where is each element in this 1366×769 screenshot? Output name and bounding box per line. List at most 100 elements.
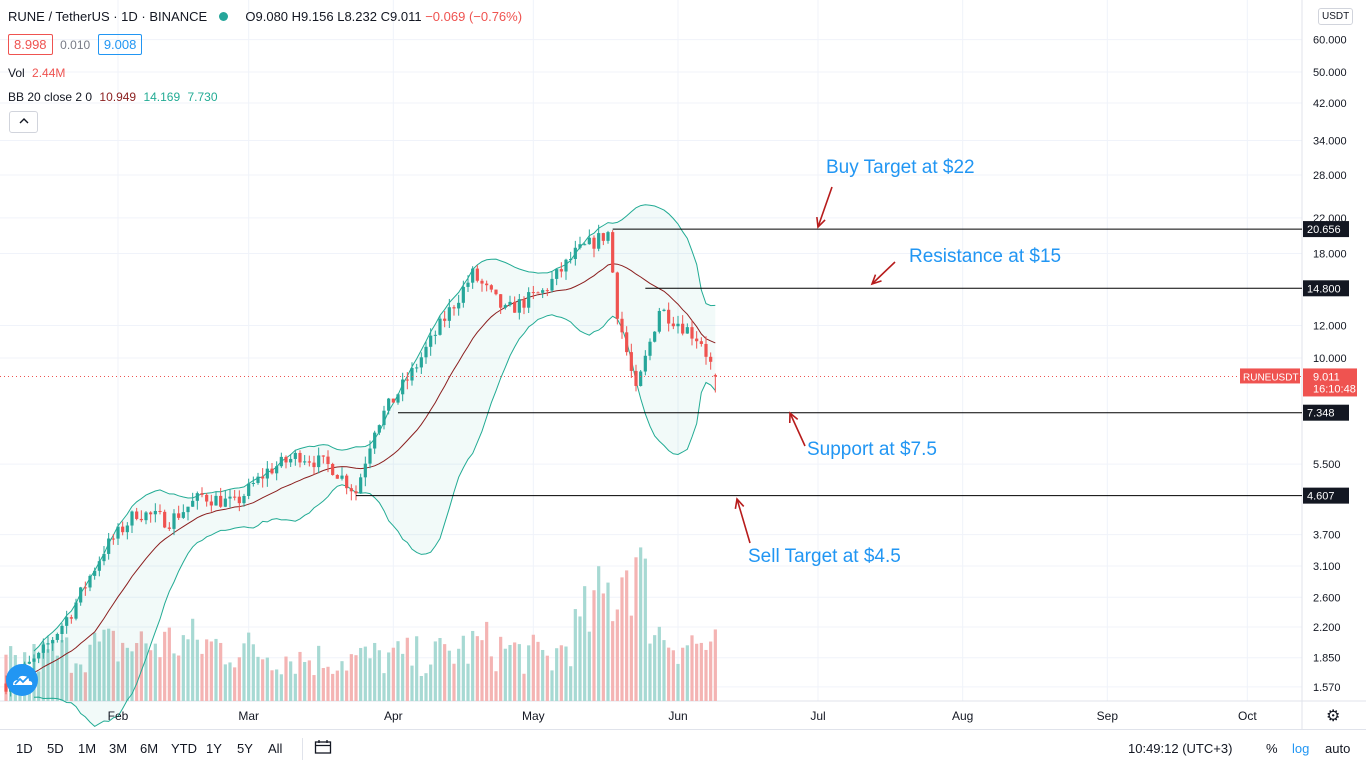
candle-body xyxy=(587,237,591,245)
symbol-title[interactable]: RUNE / TetherUS · 1D · BINANCE xyxy=(8,9,208,24)
annotation-arrowhead xyxy=(816,216,826,229)
range-button-all[interactable]: All xyxy=(268,741,283,756)
volume-bar xyxy=(135,643,139,701)
candle-body xyxy=(279,456,283,467)
candle-body xyxy=(331,463,335,475)
time-tick-label: Jun xyxy=(668,709,687,723)
volume-bar xyxy=(368,658,372,701)
currency-badge[interactable]: USDT xyxy=(1318,8,1354,25)
volume-bar xyxy=(513,642,517,701)
volume-bar xyxy=(270,670,274,701)
candle-body xyxy=(503,305,507,308)
tradingview-logo[interactable] xyxy=(6,664,38,696)
collapse-legend-button[interactable] xyxy=(9,111,38,133)
candle-body xyxy=(611,232,615,273)
range-button-5y[interactable]: 5Y xyxy=(237,741,253,756)
volume-bar xyxy=(363,646,367,701)
volume-bar xyxy=(396,641,400,701)
candle-body xyxy=(569,259,573,261)
time-tick-label: Apr xyxy=(384,709,403,723)
price-tick-label: 5.500 xyxy=(1313,459,1341,471)
candle-body xyxy=(527,292,531,308)
candle-body xyxy=(60,625,64,634)
spread-value: 0.010 xyxy=(60,38,91,52)
volume-bar xyxy=(475,636,479,701)
range-button-1m[interactable]: 1M xyxy=(78,741,97,756)
bb-label: BB 20 close 2 0 xyxy=(8,90,93,104)
clock-time[interactable]: 10:49:12 (UTC+3) xyxy=(1128,741,1233,756)
candle-body xyxy=(452,307,456,309)
volume-bar xyxy=(69,672,73,701)
candle-body xyxy=(312,462,316,468)
volume-bar xyxy=(592,590,596,701)
buy-button[interactable]: 9.008 xyxy=(97,34,143,55)
auto-scale-toggle[interactable]: auto xyxy=(1325,741,1351,756)
sell-button[interactable]: 8.998 xyxy=(8,34,53,55)
volume-bar xyxy=(508,644,512,701)
candle-body xyxy=(424,346,428,358)
candle-body xyxy=(676,323,680,327)
volume-bar xyxy=(321,668,325,701)
candle-body xyxy=(303,461,307,463)
candle-body xyxy=(261,476,265,479)
volume-bar xyxy=(251,644,255,701)
candle-body xyxy=(321,455,325,457)
price-chart[interactable]: 20.656 14.800 7.348 4.607 Buy Target at $22… xyxy=(0,0,1366,729)
level-price-label: 7.348 xyxy=(1307,408,1335,420)
price-tick-label: 42.000 xyxy=(1313,98,1347,110)
range-button-ytd[interactable]: YTD xyxy=(171,741,197,756)
chart-settings-icon[interactable]: ⚙ xyxy=(1326,708,1341,725)
volume-bar xyxy=(275,669,279,701)
annotation-arrow xyxy=(871,261,896,285)
candle-body xyxy=(508,301,512,306)
candle-body xyxy=(653,331,657,342)
candle-body xyxy=(270,468,274,474)
volume-bar xyxy=(279,674,283,701)
candle-body xyxy=(135,511,139,519)
volume-bar xyxy=(111,630,115,701)
volume-bar xyxy=(195,639,199,701)
candle-body xyxy=(368,448,372,464)
symbol-badge-label: RUNEUSDT xyxy=(1243,372,1299,383)
calendar-range-icon[interactable] xyxy=(314,739,332,758)
range-button-5d[interactable]: 5D xyxy=(47,741,64,756)
volume-bar xyxy=(74,663,78,701)
candle-body xyxy=(601,233,605,241)
candle-body xyxy=(494,289,498,295)
volume-bar xyxy=(681,647,685,701)
percent-scale-toggle[interactable]: % xyxy=(1266,741,1278,756)
candle-body xyxy=(685,327,689,334)
volume-bar xyxy=(429,664,433,701)
volume-bar xyxy=(303,661,307,701)
candle-body xyxy=(153,510,157,515)
log-scale-toggle[interactable]: log xyxy=(1292,741,1310,756)
candle-body xyxy=(32,658,36,662)
range-button-6m[interactable]: 6M xyxy=(140,741,159,756)
candle-body xyxy=(457,302,461,309)
volume-bar xyxy=(415,636,419,701)
volume-bar xyxy=(485,621,489,701)
range-button-3m[interactable]: 3M xyxy=(109,741,128,756)
range-button-1d[interactable]: 1D xyxy=(16,741,33,756)
candle-body xyxy=(289,458,293,463)
volume-bar xyxy=(293,673,297,701)
range-button-1y[interactable]: 1Y xyxy=(206,741,222,756)
candlestick-series xyxy=(0,224,1302,697)
candle-body xyxy=(335,474,339,479)
candle-body xyxy=(233,496,237,498)
candle-body xyxy=(583,244,587,246)
volume-bar xyxy=(163,631,167,701)
candle-body xyxy=(345,475,349,489)
candle-body xyxy=(536,292,540,294)
candle-body xyxy=(461,286,465,303)
price-tick-label: 10.000 xyxy=(1313,353,1347,365)
volume-bar xyxy=(79,664,83,701)
volume-bar xyxy=(191,618,195,701)
annotation-label: Support at $7.5 xyxy=(807,439,937,460)
candle-body xyxy=(65,617,69,626)
bb-basis-value: 10.949 xyxy=(99,90,137,104)
volume-bar xyxy=(699,642,703,701)
price-tick-label: 2.200 xyxy=(1313,622,1341,634)
volume-bar xyxy=(625,570,629,701)
volume-bar xyxy=(424,673,428,701)
